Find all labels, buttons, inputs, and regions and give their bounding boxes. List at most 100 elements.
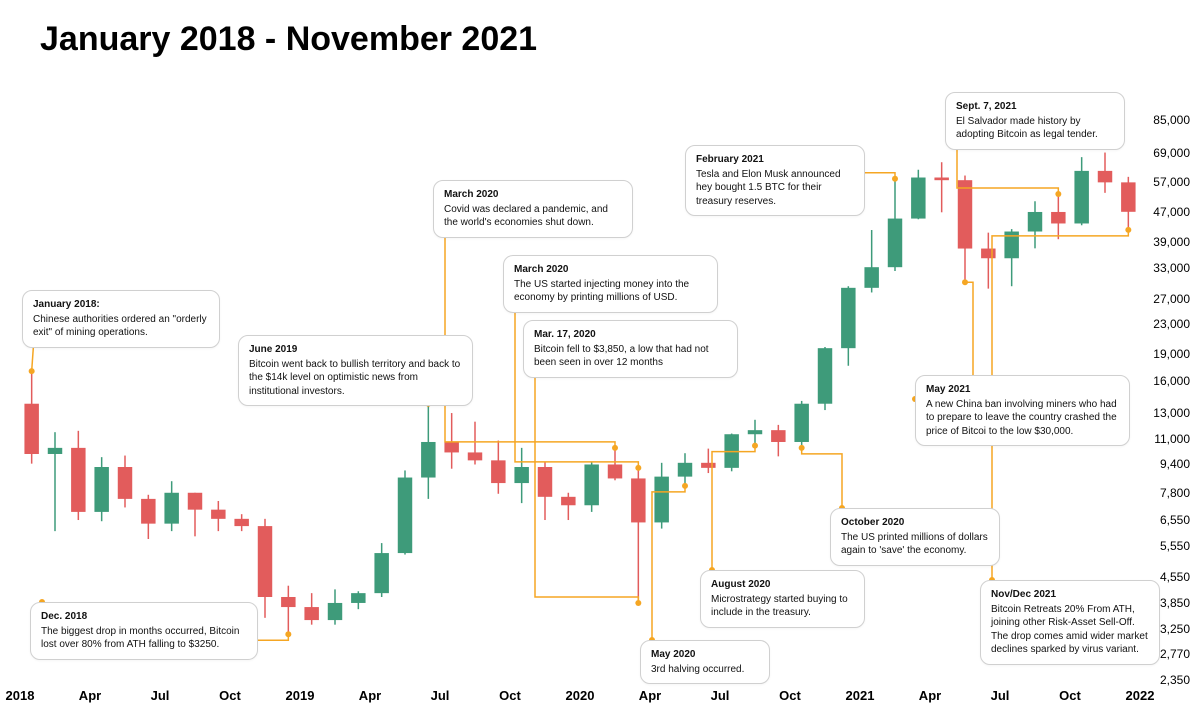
x-tick-label: 2019 xyxy=(286,688,315,703)
callout-date: October 2020 xyxy=(841,516,989,530)
candle-body xyxy=(444,442,458,452)
x-tick-label: Apr xyxy=(79,688,101,703)
callout-oct2020: October 2020 The US printed millions of d… xyxy=(830,508,1000,566)
x-tick-label: 2018 xyxy=(6,688,35,703)
y-tick-label: 19,000 xyxy=(1153,347,1190,361)
callout-date: March 2020 xyxy=(514,263,707,277)
y-tick-label: 2,770 xyxy=(1160,647,1190,661)
y-tick-label: 5,550 xyxy=(1160,539,1190,553)
callout-jun2019: June 2019Bitcoin went back to bullish te… xyxy=(238,335,473,406)
candle-body xyxy=(164,493,178,524)
candle-body xyxy=(234,519,248,526)
callout-text: Bitcoin fell to $3,850, a low that had n… xyxy=(534,344,709,369)
candle-body xyxy=(1098,171,1112,182)
candle-body xyxy=(911,178,925,219)
y-tick-label: 6,550 xyxy=(1160,513,1190,527)
y-tick-label: 23,000 xyxy=(1153,317,1190,331)
y-tick-label: 69,000 xyxy=(1153,146,1190,160)
callout-date: Dec. 2018 xyxy=(41,610,247,624)
callout-mar172020: Mar. 17, 2020 Bitcoin fell to $3,850, a l… xyxy=(523,320,738,378)
candle-body xyxy=(888,219,902,268)
candle-body xyxy=(818,348,832,404)
callout-mar2020a: March 2020 Covid was declared a pandemic,… xyxy=(433,180,633,238)
callout-text: The US printed millions of dollars again… xyxy=(841,532,988,557)
candle-body xyxy=(258,526,272,597)
y-tick-label: 4,550 xyxy=(1160,570,1190,584)
callout-text: El Salvador made history by adopting Bit… xyxy=(956,116,1098,141)
candle-body xyxy=(771,430,785,442)
callout-dec2018: Dec. 2018The biggest drop in months occu… xyxy=(30,602,258,660)
candle-body xyxy=(631,478,645,522)
candle-body xyxy=(748,430,762,434)
x-tick-label: Oct xyxy=(779,688,801,703)
candle-body xyxy=(1051,212,1065,224)
candle-body xyxy=(71,448,85,512)
callout-anchor-dot xyxy=(752,443,758,449)
candle-body xyxy=(654,477,668,523)
callout-text: Chinese authorities ordered an "orderly … xyxy=(33,314,207,339)
y-tick-label: 27,000 xyxy=(1153,292,1190,306)
callout-date: Sept. 7, 2021 xyxy=(956,100,1114,114)
candle-body xyxy=(421,442,435,478)
candle-body xyxy=(1028,212,1042,232)
candle-body xyxy=(561,497,575,505)
candle-body xyxy=(934,178,948,181)
callout-date: Mar. 17, 2020 xyxy=(534,328,727,342)
callout-anchor-dot xyxy=(285,631,291,637)
callout-sep2021: Sept. 7, 2021 El Salvador made history by… xyxy=(945,92,1125,150)
callout-date: March 2020 xyxy=(444,188,622,202)
candle-body xyxy=(24,404,38,454)
candle-body xyxy=(701,463,715,468)
callout-date: January 2018: xyxy=(33,298,209,312)
candle-body xyxy=(48,448,62,454)
x-tick-label: Apr xyxy=(919,688,941,703)
x-tick-label: 2021 xyxy=(846,688,875,703)
candle-body xyxy=(981,249,995,259)
candle-body xyxy=(281,597,295,607)
candle-body xyxy=(608,464,622,478)
candle-body xyxy=(328,603,342,620)
x-tick-label: Oct xyxy=(219,688,241,703)
callout-nov2021: Nov/Dec 2021Bitcoin Retreats 20% From AT… xyxy=(980,580,1160,665)
callout-anchor-dot xyxy=(635,465,641,471)
candle-body xyxy=(1074,171,1088,224)
callout-text: Bitcoin went back to bullish territory a… xyxy=(249,359,460,397)
x-tick-label: Jul xyxy=(711,688,730,703)
candle-body xyxy=(374,553,388,593)
candle-body xyxy=(351,593,365,603)
x-tick-label: Apr xyxy=(639,688,661,703)
callout-anchor-dot xyxy=(962,279,968,285)
callout-text: A new China ban involving miners who had… xyxy=(926,399,1117,437)
candle-body xyxy=(141,499,155,524)
candle-body xyxy=(841,288,855,348)
x-tick-label: Jul xyxy=(151,688,170,703)
callout-anchor-dot xyxy=(29,368,35,374)
y-tick-label: 11,000 xyxy=(1154,432,1190,446)
candle-body xyxy=(304,607,318,620)
candle-body xyxy=(864,267,878,288)
x-axis: 2018AprJulOct2019AprJulOct2020AprJulOct2… xyxy=(20,688,1140,708)
callout-anchor-dot xyxy=(682,483,688,489)
candle-body xyxy=(514,467,528,483)
x-tick-label: Jul xyxy=(991,688,1010,703)
x-tick-label: Oct xyxy=(1059,688,1081,703)
candle-body xyxy=(468,452,482,460)
y-tick-label: 57,000 xyxy=(1153,175,1190,189)
callout-text: The US started injecting money into the … xyxy=(514,279,689,304)
y-tick-label: 39,000 xyxy=(1153,235,1190,249)
callout-text: Bitcoin Retreats 20% From ATH, joining o… xyxy=(991,604,1148,656)
y-tick-label: 7,800 xyxy=(1160,486,1190,500)
callout-anchor-dot xyxy=(612,445,618,451)
y-tick-label: 16,000 xyxy=(1153,374,1190,388)
candle-body xyxy=(188,493,202,510)
candle-body xyxy=(678,463,692,477)
callout-text: Microstrategy started buying to include … xyxy=(711,594,848,619)
candle-body xyxy=(491,460,505,483)
y-tick-label: 9,400 xyxy=(1160,457,1190,471)
callout-text: Covid was declared a pandemic, and the w… xyxy=(444,204,608,229)
callout-anchor-dot xyxy=(635,600,641,606)
y-tick-label: 33,000 xyxy=(1153,261,1190,275)
x-tick-label: Oct xyxy=(499,688,521,703)
candle-body xyxy=(584,464,598,505)
candle-body xyxy=(1121,182,1135,211)
